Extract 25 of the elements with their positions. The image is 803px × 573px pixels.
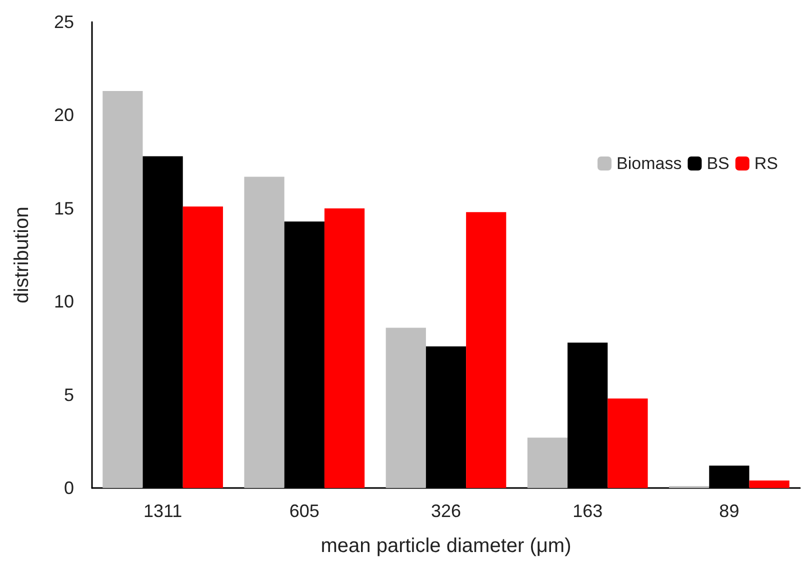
y-axis-title: distribution (11, 206, 33, 304)
x-tick-label: 605 (289, 501, 320, 521)
bar (527, 438, 568, 488)
y-tick-label: 10 (54, 292, 74, 312)
x-axis-title: mean particle diameter (μm) (320, 535, 572, 557)
y-tick-label: 15 (54, 198, 74, 218)
bar (324, 208, 365, 488)
legend-label: RS (754, 154, 778, 173)
y-tick-label: 25 (54, 12, 74, 32)
bar (386, 328, 426, 488)
x-tick-label: 1311 (143, 501, 182, 521)
bar (182, 206, 223, 488)
bar (102, 90, 143, 488)
bar (749, 480, 790, 488)
y-tick-label: 5 (64, 384, 74, 405)
x-tick-label: 163 (572, 501, 603, 521)
x-tick-label: 89 (719, 501, 740, 521)
bar (608, 398, 648, 488)
legend-label: Biomass (616, 154, 682, 173)
bar (466, 212, 506, 488)
y-tick-label: 20 (54, 105, 74, 126)
legend-label: BS (706, 154, 730, 173)
x-tick-label: 326 (430, 501, 462, 521)
bar (244, 176, 284, 488)
y-tick-label: 0 (64, 478, 74, 498)
